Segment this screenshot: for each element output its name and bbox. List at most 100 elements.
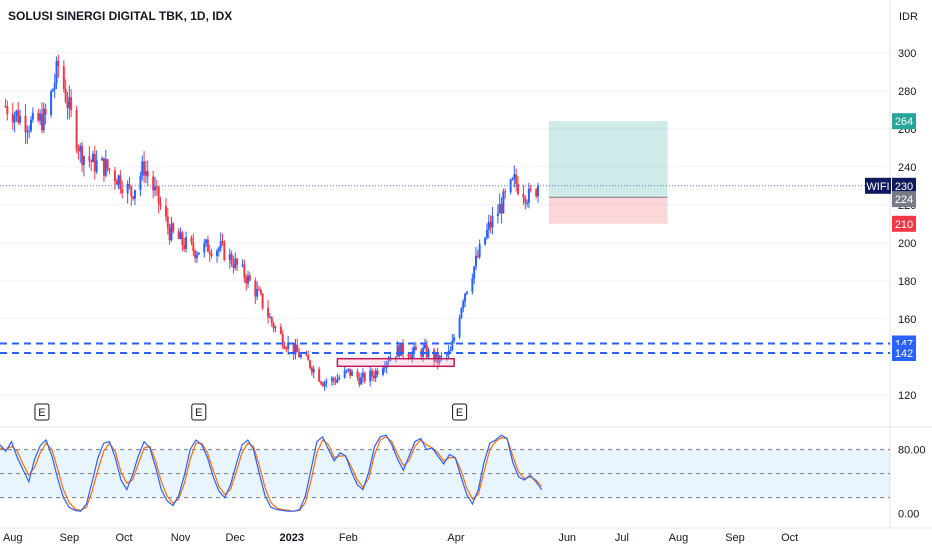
candle-down	[166, 216, 169, 228]
candle-down	[281, 333, 284, 346]
candle-up	[387, 360, 390, 363]
price-tick: 280	[898, 86, 916, 98]
time-tick: Sep	[60, 532, 80, 544]
time-tick: Oct	[115, 532, 132, 544]
candle-up	[30, 119, 33, 131]
candle-up	[299, 354, 302, 358]
stoch-d-line	[0, 436, 543, 512]
candle-up	[19, 115, 22, 123]
candle-down	[223, 242, 226, 260]
time-tick: Apr	[447, 532, 464, 544]
candle-down	[259, 290, 262, 294]
candle-down	[236, 258, 239, 265]
last-price-label: 230	[895, 181, 913, 193]
price-tick: 180	[898, 276, 916, 288]
earnings-badge	[452, 403, 468, 421]
candle-up	[526, 202, 529, 204]
candle-up	[434, 353, 437, 362]
candle-down	[119, 175, 122, 190]
candle-up	[527, 188, 530, 203]
grid-lines	[0, 0, 932, 529]
candle-up	[411, 352, 414, 358]
candle-down	[181, 232, 184, 245]
candle-down	[319, 381, 322, 384]
stoch-k-line	[0, 434, 543, 512]
candle-up	[343, 370, 346, 378]
candle-down	[524, 197, 527, 203]
stop-zone	[548, 197, 668, 224]
candle-up	[13, 115, 16, 123]
candle-down	[206, 239, 209, 252]
candle-up	[68, 97, 71, 109]
candle-up	[15, 110, 18, 116]
candle-down	[318, 368, 321, 382]
candle-up	[473, 266, 476, 279]
candle-down	[371, 370, 374, 376]
stop-price-label-bg	[892, 215, 916, 232]
candle-down	[267, 307, 270, 318]
candle-up	[39, 113, 42, 121]
candle-down	[113, 170, 116, 181]
candle-up	[268, 317, 271, 319]
candle-up	[336, 378, 339, 383]
time-tick: Sep	[725, 532, 745, 544]
entry-price-label-bg	[892, 191, 916, 208]
candle-up	[478, 244, 481, 257]
candle-up	[427, 349, 430, 357]
candle-down	[414, 346, 417, 351]
oscillator-tick: 0.00	[898, 509, 919, 521]
candle-down	[283, 345, 286, 349]
currency-label: IDR	[899, 11, 918, 23]
candle-up	[374, 370, 377, 379]
candle-down	[376, 370, 379, 375]
candle-down	[230, 253, 233, 264]
time-tick: Aug	[3, 532, 23, 544]
candle-down	[535, 189, 538, 197]
symbol-badge-bg	[865, 177, 891, 194]
candle-down	[285, 348, 288, 350]
candle-down	[261, 293, 264, 308]
time-tick: 2023	[280, 532, 304, 544]
candle-up	[451, 340, 454, 351]
time-tick: Feb	[339, 532, 358, 544]
candle-up	[471, 278, 474, 292]
candle-down	[356, 371, 359, 378]
candle-up	[28, 130, 31, 132]
candle-up	[256, 289, 259, 297]
candle-up	[55, 60, 58, 84]
candle-up	[325, 381, 328, 383]
candle-up	[51, 89, 54, 92]
candle-down	[159, 203, 162, 206]
candle-down	[254, 280, 257, 297]
candle-up	[464, 293, 467, 302]
candle-up	[228, 253, 231, 260]
candle-up	[511, 178, 514, 180]
candle-up	[412, 346, 415, 353]
candle-down	[121, 189, 124, 194]
candle-up	[95, 160, 98, 172]
time-axis[interactable]: Aug Sep Oct Nov Dec 2023 Feb Apr Jun Jul Aug Sep Oct	[3, 532, 798, 544]
time-tick: Dec	[225, 532, 245, 544]
candle-up	[79, 146, 82, 152]
candle-up	[274, 327, 277, 329]
candle-up	[383, 367, 386, 369]
candle-down	[298, 352, 301, 358]
position-zones	[548, 121, 668, 224]
price-tick: 120	[898, 390, 916, 402]
candle-down	[529, 188, 532, 190]
price-axis[interactable]: 1201401601802002202402602803002642302242…	[865, 48, 926, 521]
price-tick: 300	[898, 48, 916, 60]
earnings-badge	[34, 403, 50, 421]
oscillator-tick: 80.00	[898, 445, 926, 457]
candle-up	[537, 185, 540, 197]
candle-down	[272, 323, 275, 329]
candle-down	[321, 383, 324, 387]
support-levels	[0, 342, 890, 354]
candle-down	[398, 345, 401, 356]
candle-up	[219, 241, 222, 249]
candle-up	[139, 175, 142, 191]
oscillator-band	[0, 449, 890, 498]
consolidation-rect	[336, 357, 455, 368]
